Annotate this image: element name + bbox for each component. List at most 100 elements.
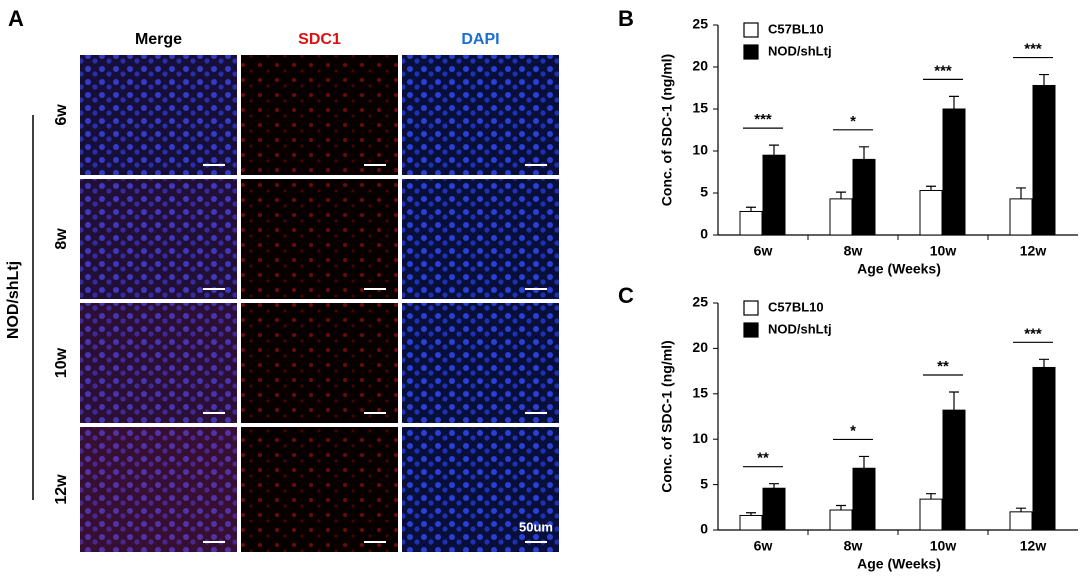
legend-label: NOD/shLtj	[768, 43, 832, 58]
error-bar	[949, 95, 959, 109]
scale-label: 50um	[519, 519, 553, 534]
legend-swatch	[743, 322, 759, 338]
merge-overlay	[80, 55, 237, 175]
significance-label: *	[850, 113, 856, 130]
error-bar	[1039, 73, 1049, 86]
x-tick-label: 8w	[844, 538, 863, 554]
error-bar	[859, 146, 869, 160]
significance-label: **	[937, 358, 949, 375]
significance-label: *	[850, 422, 856, 439]
error-bar	[949, 391, 959, 411]
bar	[829, 509, 853, 531]
x-tick-label: 12w	[1020, 538, 1047, 554]
significance-label: ***	[754, 111, 772, 128]
legend-swatch	[743, 22, 759, 38]
micrograph	[80, 179, 237, 299]
bar	[762, 154, 786, 236]
row-label: 6w	[53, 104, 70, 126]
micrograph	[241, 55, 398, 175]
error-bar	[769, 144, 779, 156]
legend-swatch	[743, 300, 759, 316]
error-bar	[769, 483, 779, 489]
y-tick-label: 15	[692, 100, 708, 116]
error-bar	[859, 455, 869, 469]
x-tick-label: 10w	[930, 243, 957, 259]
panel-label: C	[618, 283, 634, 308]
micrograph	[402, 303, 559, 423]
error-bar	[836, 191, 846, 199]
error-bar	[926, 493, 936, 500]
bar	[739, 514, 763, 531]
panel-label: B	[618, 6, 634, 31]
bar	[852, 158, 876, 236]
bar	[829, 198, 853, 236]
micrograph	[241, 179, 398, 299]
bar	[852, 467, 876, 531]
x-tick-label: 12w	[1020, 243, 1047, 259]
x-axis-title: Age (Weeks)	[857, 261, 941, 277]
y-tick-label: 25	[692, 16, 708, 32]
row-label: 10w	[53, 347, 70, 378]
legend-label: C57BL10	[768, 299, 824, 314]
bar	[1009, 198, 1033, 236]
y-axis-title: Conc. of SDC-1 (ng/ml)	[659, 340, 675, 492]
bar	[919, 189, 943, 236]
merge-overlay	[80, 427, 237, 552]
y-tick-label: 0	[700, 226, 708, 242]
merge-overlay	[80, 179, 237, 299]
x-tick-label: 8w	[844, 243, 863, 259]
row-label: 8w	[53, 228, 70, 250]
bar	[1032, 366, 1056, 531]
legend-swatch	[743, 44, 759, 60]
y-tick-label: 10	[692, 142, 708, 158]
significance-label: **	[757, 450, 769, 467]
error-bar	[1016, 507, 1026, 512]
y-tick-label: 5	[700, 184, 708, 200]
bar	[1009, 511, 1033, 531]
y-tick-label: 20	[692, 58, 708, 74]
bar	[919, 498, 943, 531]
y-tick-label: 10	[692, 430, 708, 446]
micrograph	[402, 179, 559, 299]
x-tick-label: 10w	[930, 538, 957, 554]
y-tick-label: 0	[700, 521, 708, 537]
x-tick-label: 6w	[754, 538, 773, 554]
micrograph	[241, 427, 398, 552]
legend-label: C57BL10	[768, 21, 824, 36]
significance-label: ***	[934, 62, 952, 79]
bar	[762, 487, 786, 531]
micrograph	[80, 303, 237, 423]
error-bar	[926, 185, 936, 191]
micrograph	[80, 427, 237, 552]
x-axis-title: Age (Weeks)	[857, 556, 941, 572]
x-tick-label: 6w	[754, 243, 773, 259]
bar	[1032, 84, 1056, 236]
column-header: SDC1	[298, 31, 341, 48]
y-tick-label: 5	[700, 475, 708, 491]
panel-label: A	[8, 6, 24, 31]
error-bar	[746, 206, 756, 212]
error-bar	[836, 504, 846, 511]
bar	[739, 210, 763, 236]
micrograph	[80, 55, 237, 175]
significance-label: ***	[1024, 325, 1042, 342]
significance-label: ***	[1024, 41, 1042, 58]
y-tick-label: 15	[692, 385, 708, 401]
error-bar	[1016, 187, 1026, 199]
error-bar	[1039, 358, 1049, 368]
merge-overlay	[80, 303, 237, 423]
bar	[942, 409, 966, 531]
micrograph	[402, 427, 559, 552]
column-header: Merge	[135, 31, 182, 48]
error-bar	[746, 512, 756, 516]
micrograph	[241, 303, 398, 423]
bar	[942, 108, 966, 236]
micrograph	[402, 55, 559, 175]
column-header: DAPI	[461, 31, 499, 48]
group-label: NOD/shLtj	[5, 261, 22, 339]
y-tick-label: 25	[692, 294, 708, 310]
y-tick-label: 20	[692, 339, 708, 355]
legend-label: NOD/shLtj	[768, 321, 832, 336]
row-label: 12w	[53, 474, 70, 505]
